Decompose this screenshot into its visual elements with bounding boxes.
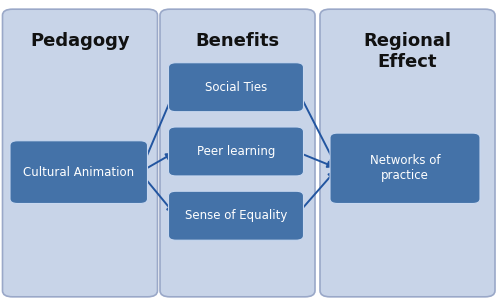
Text: Benefits: Benefits xyxy=(196,32,280,50)
Text: Regional
Effect: Regional Effect xyxy=(364,32,452,71)
Text: Pedagogy: Pedagogy xyxy=(30,32,130,50)
Text: Cultural Animation: Cultural Animation xyxy=(23,166,134,179)
Text: Social Ties: Social Ties xyxy=(205,81,267,94)
FancyBboxPatch shape xyxy=(2,9,158,297)
FancyBboxPatch shape xyxy=(168,63,304,112)
Text: Networks of
practice: Networks of practice xyxy=(370,154,440,182)
FancyBboxPatch shape xyxy=(168,191,304,240)
FancyBboxPatch shape xyxy=(320,9,495,297)
FancyBboxPatch shape xyxy=(330,133,480,203)
FancyBboxPatch shape xyxy=(168,127,304,176)
Text: Sense of Equality: Sense of Equality xyxy=(185,209,287,222)
FancyBboxPatch shape xyxy=(160,9,315,297)
FancyBboxPatch shape xyxy=(10,141,147,203)
Text: Peer learning: Peer learning xyxy=(197,145,275,158)
